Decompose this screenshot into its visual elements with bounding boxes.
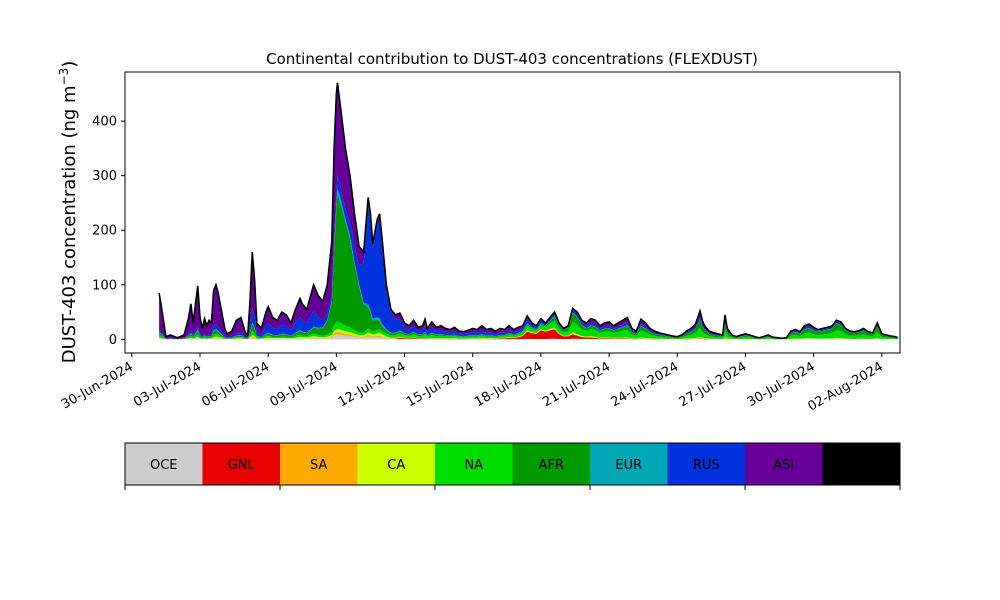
y-axis-label: DUST-403 concentration (ng m−3) <box>57 61 80 364</box>
legend-label-gnl: GNL <box>228 458 256 473</box>
y-tick-label: 200 <box>92 224 117 239</box>
legend-swatch-sa <box>280 443 358 485</box>
legend-label-rus: RUS <box>693 458 720 473</box>
y-axis: 0 100 200 300 400 <box>92 115 125 348</box>
legend-swatch-oce <box>125 443 203 485</box>
y-tick-label: 0 <box>109 333 117 348</box>
legend: OCE GNL SA CA NA AFR EUR RUS ASI AUS <box>124 442 901 490</box>
y-axis-label-main: DUST-403 concentration (ng m <box>59 85 80 363</box>
legend-swatch-aus <box>822 443 900 485</box>
y-axis-label-sup: −3 <box>57 68 71 86</box>
area-gnl <box>159 329 898 340</box>
area-afr <box>159 193 898 340</box>
legend-label-sa: SA <box>310 458 327 473</box>
legend-label-aus: AUS <box>848 458 875 473</box>
chart-title: Continental contribution to DUST-403 con… <box>266 50 758 68</box>
legend-swatch-ca <box>357 443 435 485</box>
legend-label-asi: ASI <box>773 458 794 473</box>
y-tick-label: 100 <box>92 278 117 293</box>
area-na <box>159 320 898 340</box>
total-line <box>158 82 899 340</box>
plot-frame <box>124 71 901 354</box>
legend-label-na: NA <box>464 458 483 473</box>
y-tick-label: 400 <box>92 115 117 130</box>
legend-label-eur: EUR <box>615 458 642 473</box>
area-asi <box>159 82 898 339</box>
legend-label-oce: OCE <box>150 458 178 473</box>
legend-swatch-rus <box>667 443 745 485</box>
legend-label-afr: AFR <box>539 458 564 473</box>
legend-frame <box>124 442 901 486</box>
legend-label-ca: CA <box>387 458 405 473</box>
stacked-areas <box>159 82 898 340</box>
area-oce <box>159 334 898 340</box>
total-line-group <box>158 82 899 340</box>
y-tick-label: 300 <box>92 169 117 184</box>
legend-swatch-na <box>435 443 513 485</box>
legend-swatch-afr <box>512 443 590 485</box>
legend-swatch-gnl <box>202 443 280 485</box>
y-axis-label-close: ) <box>59 61 80 68</box>
legend-swatch-asi <box>745 443 823 485</box>
legend-swatch-eur <box>590 443 668 485</box>
